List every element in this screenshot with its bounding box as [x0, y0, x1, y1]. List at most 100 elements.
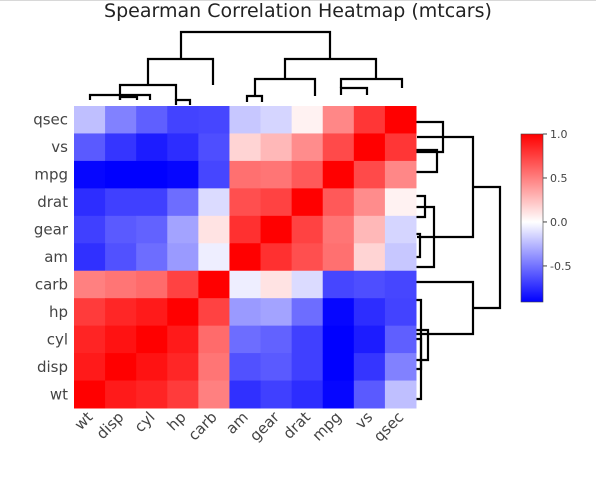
heatmap-cell	[136, 270, 168, 299]
heatmap-cell	[260, 353, 293, 382]
heatmap-cell	[322, 325, 355, 354]
heatmap-cell	[74, 133, 106, 162]
colorbar-tick-label: 0.0	[550, 216, 568, 229]
heatmap-cell	[167, 243, 199, 272]
heatmap-cell	[384, 133, 417, 162]
column-label: cyl	[131, 408, 159, 436]
heatmap-cell	[105, 188, 137, 217]
heatmap-cell	[136, 133, 168, 162]
heatmap-cell	[198, 270, 230, 299]
heatmap-cell	[353, 325, 386, 354]
column-label: carb	[185, 408, 221, 444]
heatmap-cell	[105, 215, 137, 244]
heatmap-cell	[229, 353, 262, 382]
heatmap-cell	[229, 133, 262, 162]
heatmap-cell	[136, 353, 168, 382]
heatmap-cell	[291, 160, 324, 189]
heatmap-cell	[353, 188, 386, 217]
heatmap-cell	[291, 106, 324, 134]
heatmap-cell	[322, 160, 355, 189]
heatmap-cell	[136, 106, 168, 134]
heatmap-cell	[198, 353, 230, 382]
heatmap-cell	[384, 215, 417, 244]
heatmap-cell	[105, 270, 137, 299]
heatmap-cell	[260, 270, 293, 299]
heatmap-cell	[353, 298, 386, 327]
heatmap-cell	[353, 380, 386, 409]
heatmap-cell	[198, 133, 230, 162]
heatmap-cell	[167, 325, 199, 354]
heatmap-cell	[74, 160, 106, 189]
heatmap-cell	[74, 243, 106, 272]
heatmap-cell	[105, 380, 137, 409]
heatmap-cell	[353, 353, 386, 382]
row-label: qsec	[33, 111, 68, 129]
heatmap-cell	[198, 325, 230, 354]
column-label: mpg	[309, 408, 346, 445]
row-label: disp	[37, 358, 68, 376]
row-label: hp	[49, 303, 68, 321]
row-label: vs	[51, 138, 68, 156]
heatmap-cell	[229, 270, 262, 299]
heatmap-cell	[291, 188, 324, 217]
heatmap-cell	[229, 160, 262, 189]
row-label: wt	[50, 385, 68, 403]
heatmap-cell	[291, 215, 324, 244]
heatmap-cell	[384, 270, 417, 299]
heatmap-cell	[384, 380, 417, 409]
heatmap-cell	[291, 353, 324, 382]
heatmap-cell	[291, 325, 324, 354]
heatmap-cell	[229, 298, 262, 327]
top-border	[0, 0, 596, 1]
heatmap-cell	[384, 188, 417, 217]
heatmap-cell	[105, 160, 137, 189]
colorbar-tick-label: 1.0	[550, 128, 568, 141]
row-label: carb	[35, 275, 68, 293]
heatmap-cell	[384, 160, 417, 189]
chart-title: Spearman Correlation Heatmap (mtcars)	[104, 0, 492, 22]
heatmap-cell	[198, 380, 230, 409]
colorbar-gradient	[520, 133, 544, 303]
heatmap-cell	[322, 270, 355, 299]
heatmap-cell	[136, 215, 168, 244]
heatmap-cell	[167, 160, 199, 189]
heatmap-cell	[74, 353, 106, 382]
heatmap-cell	[322, 106, 355, 134]
heatmap-cell	[105, 106, 137, 134]
heatmap-cell	[105, 133, 137, 162]
heatmap-cell	[105, 353, 137, 382]
heatmap-cell	[198, 160, 230, 189]
heatmap-cell	[74, 106, 106, 134]
heatmap-cell	[105, 325, 137, 354]
heatmap-cell	[353, 106, 386, 134]
column-label: qsec	[370, 408, 407, 445]
heatmap-cell	[322, 380, 355, 409]
top-dendrogram	[88, 30, 404, 105]
heatmap-cell	[229, 380, 262, 409]
heatmap-cell	[353, 133, 386, 162]
heatmap-cell	[229, 106, 262, 134]
heatmap-cell	[167, 215, 199, 244]
heatmap-cell	[229, 325, 262, 354]
heatmap-cell	[384, 243, 417, 272]
heatmap-cell	[136, 298, 168, 327]
heatmap-cell	[136, 380, 168, 409]
heatmap-cell	[260, 380, 293, 409]
heatmap-cell	[291, 270, 324, 299]
heatmap-cell	[260, 106, 293, 134]
heatmap-cell	[167, 298, 199, 327]
row-label: am	[44, 248, 68, 266]
heatmap-cell	[260, 215, 293, 244]
heatmap-cell	[384, 325, 417, 354]
heatmap-cell	[353, 270, 386, 299]
heatmap-cell	[198, 298, 230, 327]
heatmap-cell	[74, 298, 106, 327]
colorbar-ticks: 1.0 0.5 0.0 -0.5	[543, 128, 571, 273]
heatmap-cell	[167, 188, 199, 217]
heatmap-cell	[260, 243, 293, 272]
heatmap-cell	[105, 243, 137, 272]
heatmap-cell	[260, 325, 293, 354]
heatmap-cell	[322, 188, 355, 217]
heatmap-cell	[291, 380, 324, 409]
